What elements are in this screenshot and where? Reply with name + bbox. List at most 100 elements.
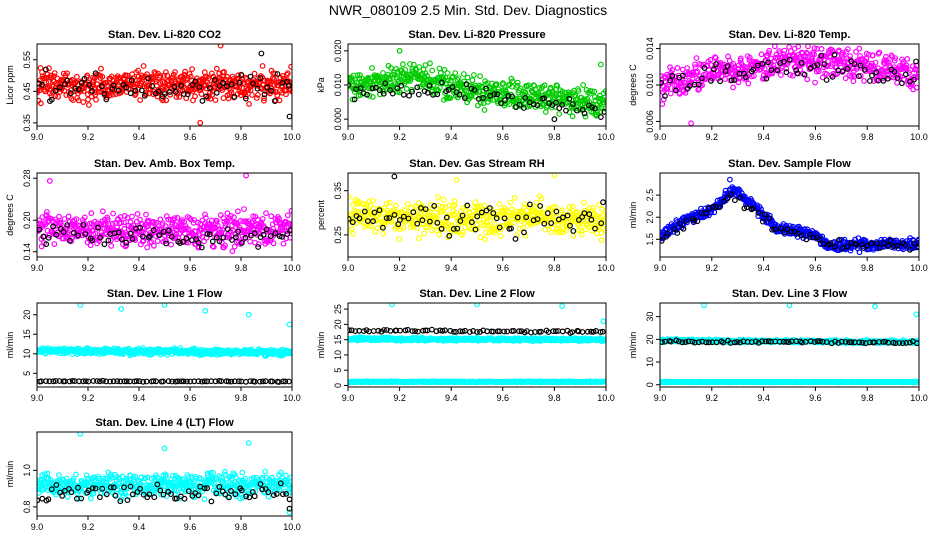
data-point <box>415 200 422 207</box>
outlier-point <box>391 173 398 180</box>
data-point <box>472 226 479 233</box>
data-point <box>235 234 242 241</box>
data-point <box>97 234 104 241</box>
data-point <box>391 211 398 218</box>
data-point <box>46 65 52 72</box>
data-point <box>674 64 681 71</box>
data-point <box>137 224 144 231</box>
data-point <box>557 229 563 236</box>
data-point <box>392 202 399 209</box>
data-point <box>386 215 393 221</box>
data-point <box>911 76 917 83</box>
data-point <box>443 214 450 221</box>
data-point <box>348 83 353 89</box>
data-point <box>486 205 493 211</box>
panel-title: Stan. Dev. Gas Stream RH <box>409 158 545 170</box>
data-point <box>235 228 242 235</box>
data-points <box>37 303 292 385</box>
x-tick-label: 10.0 <box>597 132 615 142</box>
data-point <box>742 74 749 81</box>
data-point <box>247 73 254 80</box>
data-point <box>598 114 604 120</box>
data-point <box>500 80 507 86</box>
data-point <box>281 224 288 231</box>
data-point <box>267 233 274 240</box>
data-point <box>349 219 356 226</box>
data-point <box>152 70 159 77</box>
data-point <box>581 110 588 117</box>
data-point <box>128 213 135 220</box>
data-point <box>127 230 134 237</box>
data-point <box>476 88 483 95</box>
data-point <box>154 238 161 245</box>
y-axis-label: degrees C <box>5 194 15 236</box>
data-point <box>149 83 156 89</box>
data-point <box>602 217 606 223</box>
data-point <box>230 214 237 221</box>
data-point <box>356 215 363 222</box>
data-point <box>434 91 441 98</box>
data-point <box>280 378 287 385</box>
data-point <box>857 62 864 69</box>
data-point <box>109 86 116 92</box>
data-point <box>380 230 387 237</box>
data-point <box>772 55 779 61</box>
data-point <box>189 82 196 88</box>
data-point <box>455 75 462 81</box>
data-point <box>284 70 291 77</box>
data-point <box>67 90 74 97</box>
outlier-point <box>551 116 558 123</box>
series-main <box>348 303 606 345</box>
data-point <box>915 237 919 244</box>
y-axis-label: ml/min <box>5 332 15 359</box>
data-point <box>454 225 461 232</box>
data-point <box>135 67 142 74</box>
y-tick-label: 0.006 <box>645 110 655 133</box>
data-point <box>123 242 130 249</box>
data-point <box>389 90 396 97</box>
data-point <box>660 101 666 107</box>
data-point <box>818 46 825 52</box>
data-point <box>159 97 166 104</box>
data-point <box>402 219 409 225</box>
data-point <box>660 237 665 244</box>
outlier-point <box>202 307 209 314</box>
data-point <box>176 231 183 237</box>
data-point <box>798 232 805 239</box>
x-tick-label: 9.0 <box>31 393 44 403</box>
data-point <box>199 378 205 385</box>
data-point <box>450 225 457 232</box>
x-tick-label: 9.6 <box>184 132 197 142</box>
data-point <box>174 378 181 385</box>
data-point <box>376 87 383 94</box>
data-point <box>159 220 166 227</box>
data-point <box>263 226 270 233</box>
data-point <box>128 77 135 83</box>
data-point <box>891 57 898 64</box>
data-point <box>786 56 793 63</box>
data-point <box>850 78 857 85</box>
data-point <box>74 222 81 229</box>
data-point <box>172 234 179 241</box>
data-point <box>186 215 193 221</box>
x-tick-label: 9.8 <box>235 132 248 142</box>
data-point <box>582 113 589 120</box>
data-point <box>259 216 266 222</box>
data-point <box>507 222 513 229</box>
data-point <box>404 201 411 208</box>
data-point <box>671 226 677 232</box>
data-point <box>60 235 67 242</box>
data-point <box>514 79 521 86</box>
data-point <box>45 234 52 241</box>
data-point <box>744 64 751 71</box>
data-point <box>801 71 808 78</box>
data-point <box>475 102 481 109</box>
data-point <box>64 222 71 228</box>
data-point <box>436 231 443 238</box>
data-point <box>460 71 467 77</box>
main-title: NWR_080109 2.5 Min. Std. Dev. Diagnostic… <box>329 2 607 18</box>
data-point <box>400 213 407 220</box>
data-point <box>915 74 919 80</box>
data-point <box>812 79 818 86</box>
data-point <box>816 236 823 243</box>
